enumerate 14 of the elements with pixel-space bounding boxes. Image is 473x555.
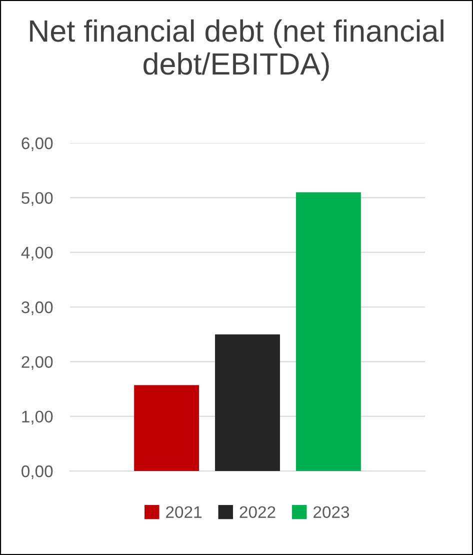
chart-title: Net financial debt (net financial debt/EBITDA) — [30, 19, 444, 81]
y-tick-label: 1,00 — [22, 410, 53, 425]
bar — [296, 192, 361, 471]
bar — [215, 334, 280, 471]
y-tick-label: 5,00 — [22, 192, 53, 206]
legend-label: 2021 — [166, 506, 202, 518]
legend-label: 2022 — [240, 506, 276, 518]
bar — [134, 385, 200, 471]
y-tick-label: 0,00 — [22, 465, 53, 480]
y-tick-label: 4,00 — [21, 246, 53, 261]
legend-label: 2023 — [314, 506, 350, 518]
y-tick-label: 6,00 — [22, 137, 53, 152]
y-tick-label: 3,00 — [22, 301, 53, 316]
y-tick-label: 2,00 — [22, 356, 53, 370]
